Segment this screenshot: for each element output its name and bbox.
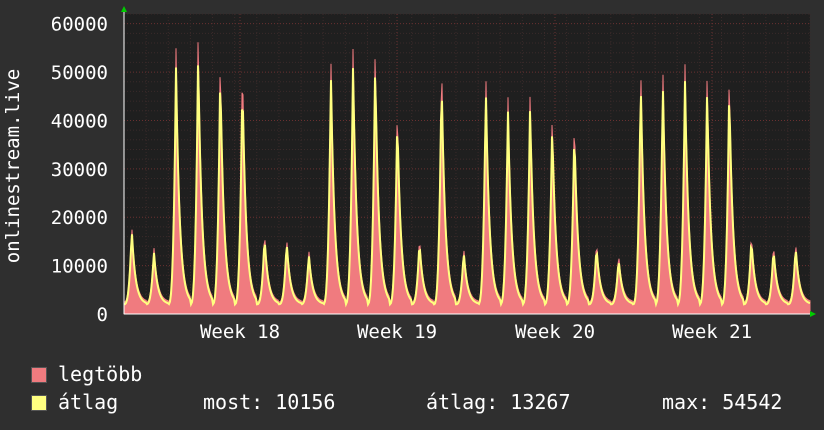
x-tick-labels: Week 18 Week 19 Week 20 Week 21 [200,321,752,343]
series-avg-line [123,65,811,308]
y-tick-label: 20000 [51,207,108,229]
y-tick-label: 10000 [51,256,108,278]
stat-now: most: 10156 [203,390,336,414]
stat-avg: átlag: 13267 [426,390,571,414]
legend-max-swatch [31,367,47,383]
legend-max-label: legtöbb [58,362,143,386]
axes [121,6,816,317]
y-tick-label: 0 [97,304,108,326]
y-tick-labels: 0 10000 20000 30000 40000 50000 60000 [51,14,108,326]
legend-avg-swatch [31,395,47,411]
legend-avg-label: átlag [58,390,119,414]
y-tick-label: 40000 [51,110,108,132]
x-tick-label: Week 20 [515,321,595,343]
y-tick-label: 60000 [51,14,108,36]
y-axis-label: onlinestream.live [2,69,24,263]
y-tick-label: 30000 [51,159,108,181]
stat-max: max: 54542 [662,390,783,414]
y-axis-arrow [121,6,127,12]
y-tick-label: 50000 [51,62,108,84]
x-tick-label: Week 19 [357,321,437,343]
x-tick-label: Week 21 [672,321,752,343]
x-tick-label: Week 18 [200,321,280,343]
x-axis-arrow [810,311,816,317]
